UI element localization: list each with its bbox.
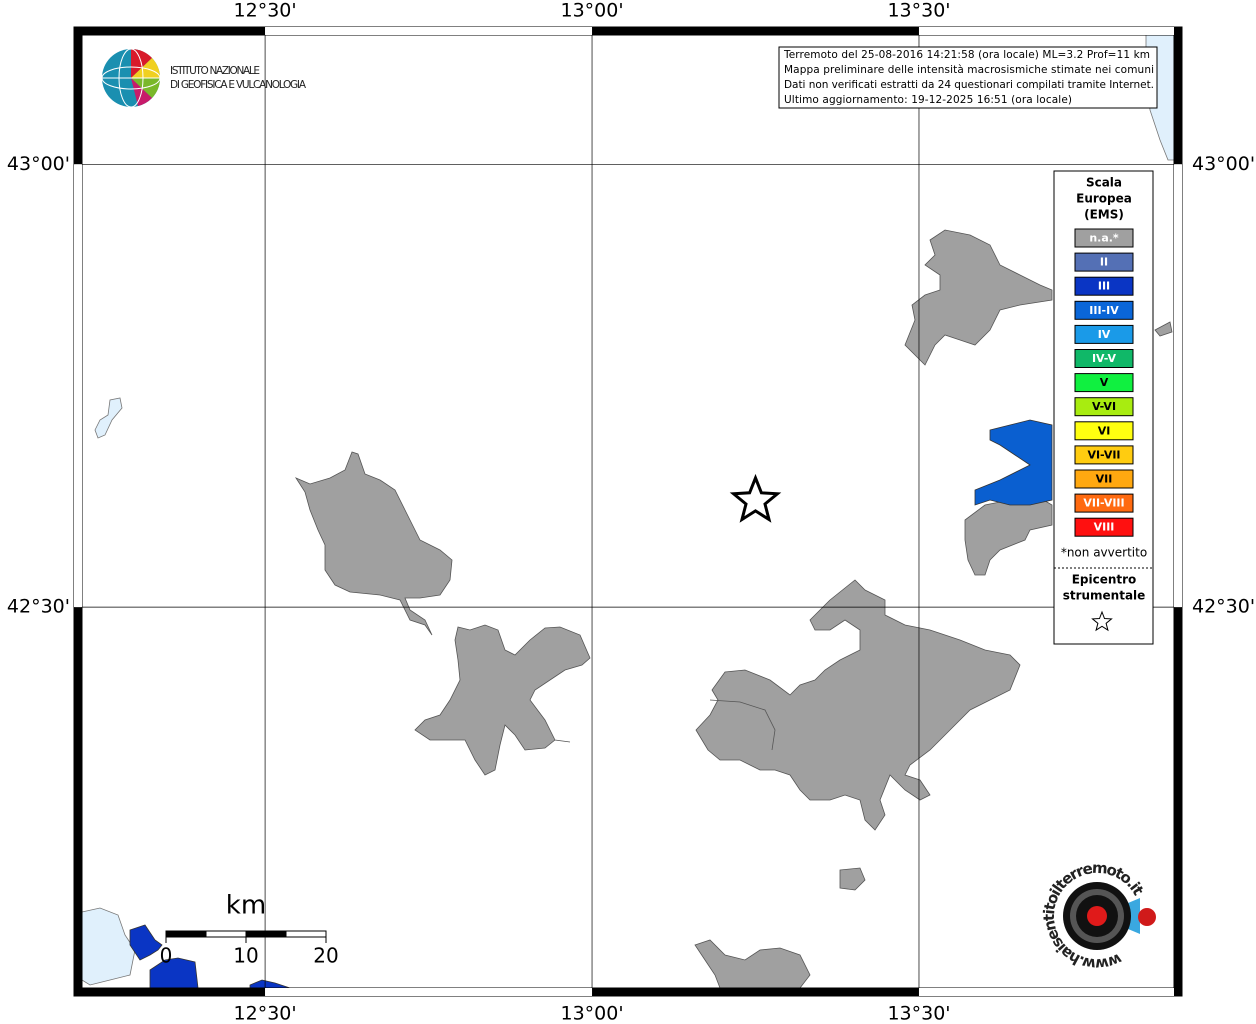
legend-swatch bbox=[1074, 517, 1134, 537]
legend-note: *non avvertito bbox=[1061, 546, 1147, 560]
info-line: Dati non verificati estratti da 24 quest… bbox=[784, 79, 1154, 91]
legend-title: Scala bbox=[1086, 176, 1122, 190]
scale-label: 0 bbox=[160, 944, 173, 968]
legend-label: n.a.* bbox=[1089, 232, 1119, 245]
logo-center bbox=[1087, 906, 1107, 926]
info-frame bbox=[778, 46, 1158, 109]
municipality bbox=[904, 229, 1053, 366]
legend-label: IV-V bbox=[1092, 352, 1117, 365]
legend-swatch bbox=[1074, 349, 1134, 368]
scale-bar: km 0 10 20 bbox=[160, 891, 339, 968]
legend-label: VI-VII bbox=[1087, 448, 1120, 461]
municipality bbox=[974, 419, 1053, 506]
help-icon bbox=[1138, 908, 1156, 926]
lat-label: 43°00' bbox=[1192, 153, 1255, 175]
lake bbox=[94, 397, 123, 439]
lon-label: 13°00' bbox=[560, 0, 623, 22]
lat-label: 42°30' bbox=[1192, 596, 1255, 618]
legend-label: IV bbox=[1098, 328, 1111, 341]
scale-segment bbox=[245, 930, 287, 938]
logo-text: ISTITUTO NAZIONALE bbox=[170, 65, 260, 77]
scale-segment bbox=[165, 930, 207, 938]
legend: Scala Europea (EMS) *non avvertito Epice… bbox=[1053, 170, 1154, 645]
frame-corner bbox=[74, 27, 82, 35]
scale-unit: km bbox=[226, 891, 266, 921]
municipality bbox=[294, 451, 453, 636]
logo-text: DI GEOFISICA E VULCANOLOGIA bbox=[170, 79, 307, 91]
info-line: Mappa preliminare delle intensità macros… bbox=[784, 64, 1154, 76]
legend-swatch bbox=[1074, 373, 1134, 393]
legend-epicenter: Epicentro bbox=[1072, 573, 1137, 587]
lon-label: 13°00' bbox=[560, 1003, 623, 1024]
legend-label: II bbox=[1100, 256, 1108, 269]
frame-corner bbox=[1174, 988, 1182, 996]
legend-label: VII bbox=[1096, 473, 1113, 486]
legend-label: VIII bbox=[1094, 521, 1115, 534]
info-box: Terremoto del 25-08-2016 14:21:58 (ora l… bbox=[778, 46, 1158, 109]
frame-band bbox=[1174, 35, 1182, 165]
border bbox=[709, 699, 776, 751]
frame-band bbox=[82, 27, 266, 35]
lon-label: 12°30' bbox=[234, 0, 297, 22]
frame bbox=[74, 27, 1182, 996]
legend-star bbox=[1091, 610, 1113, 632]
lat-label: 42°30' bbox=[7, 596, 70, 618]
municipality bbox=[1154, 321, 1173, 337]
regions bbox=[81, 34, 1175, 989]
municipality bbox=[839, 867, 866, 891]
scale-label: 20 bbox=[313, 944, 338, 968]
scale-label: 10 bbox=[233, 944, 258, 968]
lake bbox=[81, 907, 136, 986]
frame-band bbox=[74, 35, 82, 165]
frame-band bbox=[265, 988, 593, 996]
epicenter bbox=[729, 473, 782, 523]
info-line: Terremoto del 25-08-2016 14:21:58 (ora l… bbox=[783, 49, 1150, 61]
legend-swatch bbox=[1074, 276, 1134, 296]
lat-label: 43°00' bbox=[7, 153, 70, 175]
frame-band bbox=[265, 27, 593, 35]
legend-title: Europea bbox=[1076, 192, 1132, 206]
scale-segment bbox=[205, 930, 247, 938]
municipality bbox=[694, 939, 811, 989]
frame-band bbox=[918, 988, 1174, 996]
frame-corner bbox=[1174, 27, 1182, 35]
legend-label: III bbox=[1098, 280, 1110, 293]
frame-corner bbox=[74, 988, 82, 996]
legend-swatch bbox=[1074, 421, 1134, 441]
lon-label: 13°30' bbox=[887, 0, 950, 22]
legend-label: VII-VIII bbox=[1083, 497, 1124, 510]
legend-swatch bbox=[1074, 445, 1134, 465]
frame-band bbox=[918, 27, 1174, 35]
lon-label: 13°30' bbox=[887, 1003, 950, 1024]
lon-label: 12°30' bbox=[234, 1003, 297, 1024]
legend-epicenter: strumentale bbox=[1063, 589, 1146, 603]
legend-swatch bbox=[1074, 252, 1134, 272]
legend-swatch bbox=[1074, 493, 1134, 513]
frame-band bbox=[82, 988, 266, 996]
frame-band bbox=[74, 164, 82, 608]
legend-label: VI bbox=[1098, 424, 1111, 437]
legend-label: V-VI bbox=[1092, 400, 1116, 413]
ingv-logo: ISTITUTO NAZIONALE DI GEOFISICA E VULCAN… bbox=[101, 48, 307, 108]
legend-swatch bbox=[1074, 324, 1134, 344]
frame-band bbox=[592, 988, 919, 996]
frame-band bbox=[74, 607, 82, 988]
legend-swatch bbox=[1074, 469, 1134, 489]
legend-swatch bbox=[1074, 300, 1134, 320]
legend-label: III-IV bbox=[1089, 304, 1119, 317]
municipality bbox=[414, 624, 591, 776]
frame-band bbox=[592, 27, 919, 35]
municipality bbox=[129, 924, 163, 961]
municipality bbox=[695, 579, 1021, 831]
graticule: 12°30' 12°30' 13°00' 13°00' 13°30' 13°30' 43°0… bbox=[7, 0, 1255, 1024]
legend-swatch bbox=[1074, 397, 1134, 417]
scale-segment bbox=[285, 930, 327, 938]
legend-label: V bbox=[1100, 376, 1109, 389]
frame-band bbox=[1174, 607, 1182, 988]
frame-band bbox=[1174, 164, 1182, 608]
legend-swatch bbox=[1074, 228, 1134, 248]
info-line: Ultimo aggiornamento: 19-12-2025 16:51 (… bbox=[784, 94, 1072, 106]
legend-title: (EMS) bbox=[1084, 208, 1124, 222]
